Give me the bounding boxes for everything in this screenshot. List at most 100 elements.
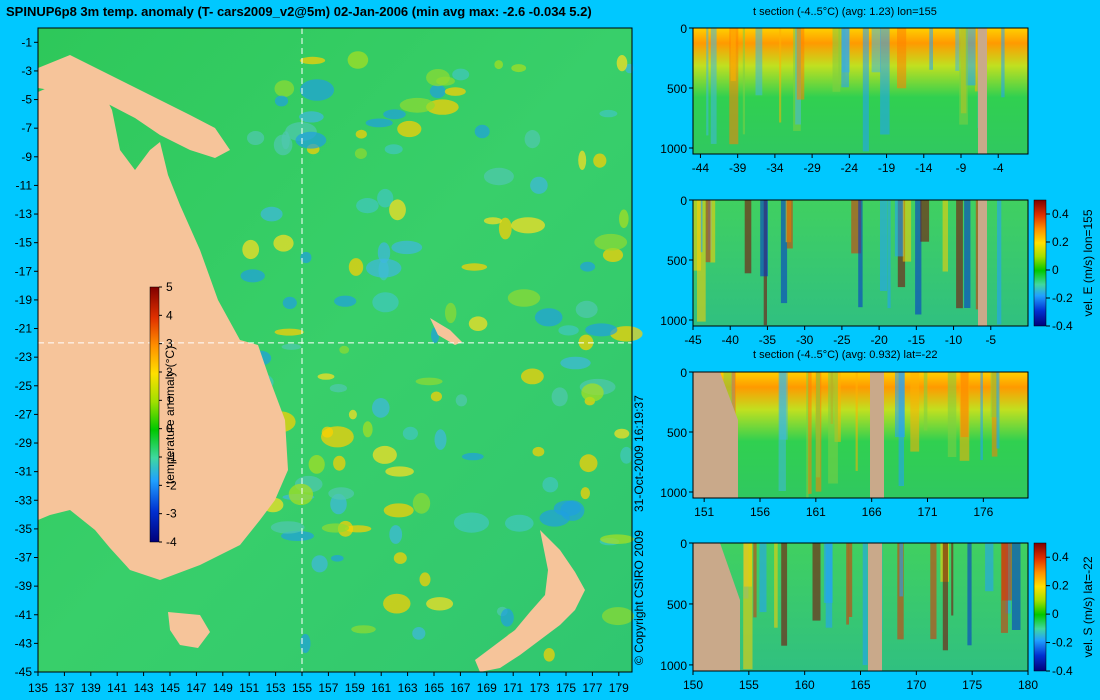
map-x-tick-label: 139 <box>81 681 101 695</box>
panel1-streak <box>710 28 717 144</box>
map-y-tick-label: -1 <box>21 35 32 49</box>
panel3-streak <box>855 372 858 471</box>
map-x-tick-label: 135 <box>28 681 48 695</box>
panel1-streak <box>755 28 763 96</box>
eddy <box>273 234 294 252</box>
eddy <box>575 300 598 318</box>
panel1-streak <box>841 28 849 88</box>
panel3-streak <box>828 372 838 484</box>
eddy <box>372 445 397 464</box>
eddy <box>372 398 390 418</box>
eddy <box>539 509 570 527</box>
panel2-streak <box>887 200 891 309</box>
eddy <box>579 454 598 473</box>
eddy <box>426 69 450 87</box>
eddy <box>602 248 624 262</box>
panel4-y-tick-label: 1000 <box>660 659 687 673</box>
eddy <box>384 144 403 155</box>
panel4-colorbar <box>1033 542 1047 672</box>
eddy <box>281 343 302 350</box>
panel2-colorbar-tick-label: -0.4 <box>1052 319 1073 333</box>
map-title: SPINUP6p8 3m temp. anomaly (T- cars2009_… <box>6 4 592 19</box>
panel1-streak <box>1001 28 1005 98</box>
panel2-streak <box>744 200 752 274</box>
eddy <box>399 97 435 113</box>
panel3-streak <box>923 372 928 431</box>
panel2-streak <box>780 200 788 304</box>
panel1-x-tick-label: -24 <box>841 161 859 175</box>
eddy <box>560 356 591 370</box>
eddy <box>452 68 470 81</box>
panel2-streak <box>858 200 863 308</box>
eddy <box>430 391 442 402</box>
panel2-streak <box>915 200 922 315</box>
eddy <box>453 512 490 533</box>
panel2-x-tick-label: -10 <box>945 333 963 347</box>
panel3-x-tick-label: 171 <box>917 505 937 519</box>
eddy <box>321 426 334 438</box>
panel1-x-tick-label: -29 <box>803 161 821 175</box>
panel3-streak <box>947 372 957 457</box>
eddy <box>419 572 431 587</box>
eddy <box>426 597 454 611</box>
eddy <box>247 131 265 145</box>
timestamp-label: 31-Oct-2009 16:19:37 <box>632 395 646 512</box>
panel3-x-tick-label: 151 <box>694 505 714 519</box>
eddy <box>311 555 328 573</box>
eddy <box>260 206 283 222</box>
map-y-tick-label: -29 <box>15 436 33 450</box>
map-y-tick-label: -31 <box>15 465 33 479</box>
panel4-y-tick-label: 500 <box>667 598 687 612</box>
eddy <box>288 483 314 506</box>
eddy <box>507 289 541 307</box>
eddy <box>270 521 305 534</box>
eddy <box>365 118 393 128</box>
eddy <box>461 452 484 461</box>
panel3-streak <box>808 372 812 494</box>
panel1-streak <box>796 28 805 100</box>
panel2-colorbar-label: vel. E (m/s) lon=155 <box>1081 209 1095 316</box>
eddy <box>389 199 406 221</box>
eddy <box>308 455 325 474</box>
panel2-streak <box>902 200 912 262</box>
eddy <box>351 625 376 634</box>
eddy <box>295 131 327 149</box>
map-y-tick-label: -39 <box>15 579 33 593</box>
map-x-tick-label: 157 <box>318 681 338 695</box>
panel4-colorbar-tick-label: -0.2 <box>1052 636 1073 650</box>
eddy <box>610 326 643 342</box>
panel1-landmask <box>978 28 987 154</box>
map-x-tick-label: 163 <box>398 681 418 695</box>
eddy <box>534 308 563 327</box>
panel3-streak <box>895 372 905 438</box>
panel1-y-tick-label: 0 <box>680 22 687 36</box>
map-frame <box>37 27 633 673</box>
vel-e-section-panel <box>692 199 1047 327</box>
map-y-tick-label: -9 <box>21 150 32 164</box>
panel4-streak <box>899 543 903 597</box>
panel4-land <box>693 543 740 671</box>
panel4-streak <box>846 543 849 625</box>
eddy <box>444 87 466 96</box>
panel1-streak <box>965 28 976 86</box>
map-colorbar-ticks: 5 4 3 2 1 0 -1 -2 -3 -4 <box>159 280 177 549</box>
eddy <box>498 217 512 240</box>
panel1-streak <box>779 28 782 123</box>
panel2-y-tick-label: 0 <box>680 194 687 208</box>
panel4-streak <box>942 543 948 651</box>
eddy <box>445 302 457 324</box>
map-y-tick-label: -35 <box>15 522 33 536</box>
map-y-tick-label: -43 <box>15 636 33 650</box>
map-x-tick-label: 175 <box>556 681 576 695</box>
panel3-y-tick-label: 0 <box>680 366 687 380</box>
map-x-tick-label: 159 <box>345 681 365 695</box>
new-caledonia-land <box>430 318 462 345</box>
map-y-tick-label: -15 <box>15 236 33 250</box>
panel2-streak <box>710 200 716 263</box>
eddy <box>397 120 422 138</box>
map-x-tick-label: 161 <box>371 681 391 695</box>
panel2-colorbar-tick-label: -0.2 <box>1052 291 1073 305</box>
panel2-y-tick-label: 500 <box>667 254 687 268</box>
eddy <box>362 421 373 438</box>
eddy <box>377 242 391 263</box>
